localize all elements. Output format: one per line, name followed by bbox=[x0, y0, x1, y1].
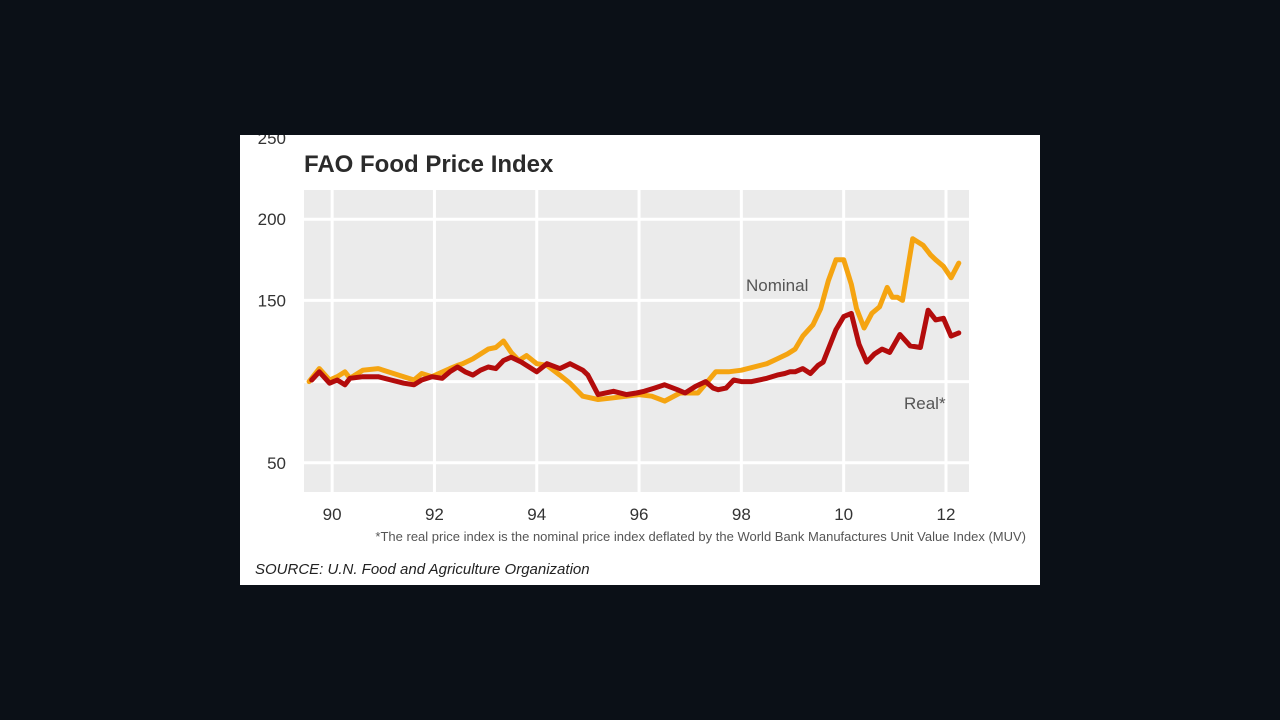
x-axis-ticks: 90 92 94 96 98 10 12 bbox=[323, 505, 956, 524]
line-chart: 50 150 200 250 90 92 94 96 98 10 12 Nominal Real* bbox=[258, 135, 969, 524]
nominal-series-line bbox=[306, 236, 962, 404]
real-series-line bbox=[309, 307, 962, 398]
chart-card: FAO Food Price Index 50 150 200 250 90 92 94 9… bbox=[240, 135, 1040, 585]
x-tick-label: 90 bbox=[323, 505, 342, 524]
y-tick-label: 200 bbox=[258, 210, 286, 229]
grid-lines bbox=[304, 136, 969, 492]
series-lines bbox=[306, 236, 962, 404]
x-tick-label: 92 bbox=[425, 505, 444, 524]
y-tick-label: 150 bbox=[258, 291, 286, 310]
y-axis-ticks: 50 150 200 250 bbox=[258, 135, 286, 473]
source-note: SOURCE: U.N. Food and Agriculture Organi… bbox=[255, 561, 590, 578]
x-tick-label: 12 bbox=[937, 505, 956, 524]
x-tick-label: 98 bbox=[732, 505, 751, 524]
y-tick-label: 50 bbox=[267, 454, 286, 473]
footnote: *The real price index is the nominal pri… bbox=[375, 529, 1026, 544]
chart-title: FAO Food Price Index bbox=[304, 151, 554, 178]
plot-background bbox=[304, 190, 969, 492]
x-tick-label: 10 bbox=[834, 505, 853, 524]
x-tick-label: 96 bbox=[630, 505, 649, 524]
nominal-series-label: Nominal bbox=[746, 276, 808, 295]
real-series-label: Real* bbox=[904, 394, 946, 413]
y-tick-label: 250 bbox=[258, 135, 286, 148]
x-tick-label: 94 bbox=[527, 505, 546, 524]
